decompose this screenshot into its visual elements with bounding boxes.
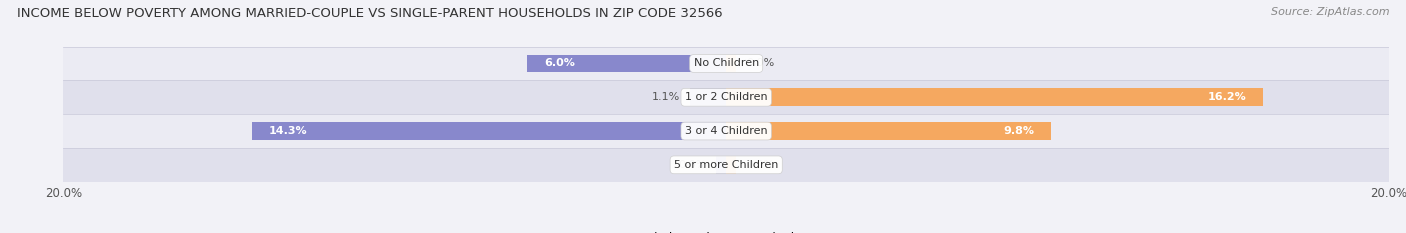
Bar [716, 156, 725, 174]
Text: 0.0%: 0.0% [747, 58, 775, 69]
Bar [725, 89, 1263, 106]
Bar [63, 80, 1389, 114]
Bar [690, 89, 725, 106]
Legend: Married Couples, Single Parents: Married Couples, Single Parents [599, 228, 853, 233]
Text: 1 or 2 Children: 1 or 2 Children [685, 92, 768, 102]
Bar [725, 156, 737, 174]
Text: 14.3%: 14.3% [269, 126, 308, 136]
Text: 3 or 4 Children: 3 or 4 Children [685, 126, 768, 136]
Bar [63, 148, 1389, 182]
Text: 0.0%: 0.0% [747, 160, 775, 170]
Text: 9.8%: 9.8% [1004, 126, 1035, 136]
Bar [63, 114, 1389, 148]
Text: INCOME BELOW POVERTY AMONG MARRIED-COUPLE VS SINGLE-PARENT HOUSEHOLDS IN ZIP COD: INCOME BELOW POVERTY AMONG MARRIED-COUPL… [17, 7, 723, 20]
Text: 16.2%: 16.2% [1208, 92, 1247, 102]
Text: 1.1%: 1.1% [651, 92, 679, 102]
Text: 6.0%: 6.0% [544, 58, 575, 69]
Text: 0.0%: 0.0% [678, 160, 706, 170]
Text: No Children: No Children [693, 58, 759, 69]
Bar [63, 47, 1389, 80]
Text: 5 or more Children: 5 or more Children [673, 160, 779, 170]
Bar [527, 55, 725, 72]
Text: Source: ZipAtlas.com: Source: ZipAtlas.com [1271, 7, 1389, 17]
Bar [252, 122, 725, 140]
Bar [725, 122, 1052, 140]
Bar [725, 55, 737, 72]
